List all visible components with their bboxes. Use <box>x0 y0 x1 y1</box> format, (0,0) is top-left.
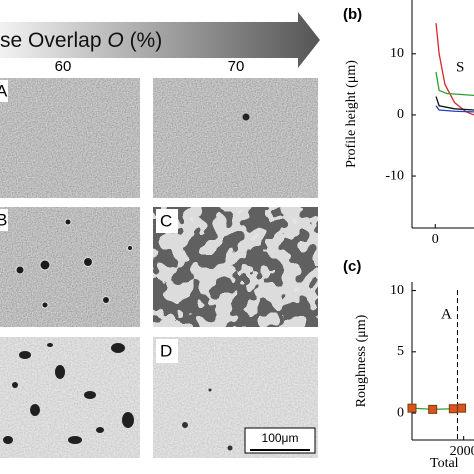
roughness-point <box>428 404 438 414</box>
roughness-point <box>457 403 467 413</box>
x-axis-label: Total <box>430 456 459 471</box>
panel-label: D <box>160 341 172 360</box>
y-tick-label: 5 <box>397 344 404 359</box>
scale-bar-label: 100μm <box>262 431 299 445</box>
x-tick-label: 2000 <box>450 444 474 459</box>
y-axis-label: Profile height (μm) <box>344 60 359 168</box>
profile-line <box>435 105 474 113</box>
y-tick-label: -10 <box>385 168 404 183</box>
micrographs: 100μm A B C D <box>0 78 318 458</box>
profile-line <box>435 96 474 111</box>
profile-line <box>435 72 474 97</box>
y-tick-label: 10 <box>390 283 404 298</box>
annotation: S <box>456 59 464 75</box>
panel-label: A <box>0 81 8 100</box>
panel-label: (b) <box>343 6 362 23</box>
process-arrow: se Overlap O (%) <box>0 12 320 68</box>
column-label: 70 <box>228 58 245 75</box>
roughness-point <box>407 403 417 413</box>
y-axis-label: Roughness (μm) <box>354 314 369 407</box>
panel-label: B <box>0 210 7 229</box>
column-label: 60 <box>55 58 72 75</box>
arrow-label: se Overlap O (%) <box>0 29 162 52</box>
y-tick-label: 0 <box>397 405 404 420</box>
x-tick-label: 0 <box>432 232 439 247</box>
panel-label: (c) <box>343 258 361 275</box>
profile-line <box>435 23 474 116</box>
panel-label: C <box>160 211 172 230</box>
roughness-point <box>448 404 458 414</box>
y-tick-label: 10 <box>390 46 404 61</box>
annotation: A <box>441 306 452 322</box>
y-tick-label: 0 <box>397 107 404 122</box>
